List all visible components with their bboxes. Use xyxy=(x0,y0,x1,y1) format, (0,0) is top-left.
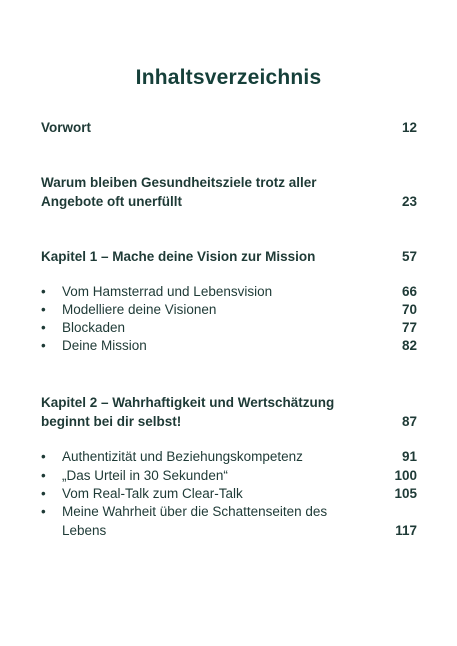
toc-entry-page: 23 xyxy=(401,194,417,209)
toc-subentry: • Vom Real-Talk zum Clear-Talk 105 xyxy=(41,485,417,504)
toc-subentry-title: Deine Mission xyxy=(62,338,147,353)
toc-subentry-title: Meine Wahrheit über die Schattenseiten d… xyxy=(62,504,328,538)
toc-subentry-title: Vom Real-Talk zum Clear-Talk xyxy=(62,486,243,501)
toc-subentry-title: Modelliere deine Visionen xyxy=(62,302,217,317)
toc-subentry: • „Das Urteil in 30 Sekunden“ 100 xyxy=(41,467,417,486)
toc-entry-kapitel-1: Kapitel 1 – Mache deine Vision zur Missi… xyxy=(41,247,417,266)
toc-entry-vorwort: Vorwort 12 xyxy=(41,118,417,137)
bullet-icon: • xyxy=(41,486,46,501)
toc-subentry: • Modelliere deine Visionen 70 xyxy=(41,301,417,320)
toc-entry-page: 57 xyxy=(401,249,417,264)
toc-entry-title: Kapitel 1 – Mache deine Vision zur Missi… xyxy=(41,249,316,264)
bullet-icon: • xyxy=(41,504,46,519)
bullet-icon: • xyxy=(41,284,46,299)
toc-subentry: • Blockaden 77 xyxy=(41,319,417,338)
toc-entry-warum: Warum bleiben Gesundheitsziele trotz all… xyxy=(41,173,417,211)
toc-subentry-title: „Das Urteil in 30 Sekunden“ xyxy=(62,468,228,483)
toc-subentry-page: 70 xyxy=(401,302,417,317)
toc-subentry-page: 66 xyxy=(401,284,417,299)
toc-entry-page: 12 xyxy=(401,120,417,135)
toc-entry-title: Kapitel 2 – Wahrhaftigkeit und Wertschät… xyxy=(41,395,335,429)
toc-subentry: • Authentizität und Beziehungskompetenz … xyxy=(41,448,417,467)
toc-subentry: • Vom Hamsterrad und Lebensvision 66 xyxy=(41,283,417,302)
toc-subentry-page: 117 xyxy=(395,522,417,538)
bullet-icon: • xyxy=(41,468,46,483)
toc-subentry-page: 91 xyxy=(401,449,417,464)
toc-entry-title: Warum bleiben Gesundheitsziele trotz all… xyxy=(41,175,317,209)
toc-subentry-title: Vom Hamsterrad und Lebensvision xyxy=(62,284,273,299)
bullet-icon: • xyxy=(41,320,46,335)
toc-subentry-page: 77 xyxy=(401,320,417,335)
toc-subentry: • Deine Mission 82 xyxy=(41,337,417,356)
toc-subentry-page: 105 xyxy=(394,486,417,501)
toc-subentry-title: Blockaden xyxy=(62,320,126,335)
toc-subentry: • Meine Wahrheit über die Schattenseiten… xyxy=(41,503,417,540)
page-title: Inhaltsverzeichnis xyxy=(135,66,322,89)
bullet-icon: • xyxy=(41,338,46,353)
toc-entry-page: 87 xyxy=(401,414,417,429)
toc-subentry-page: 100 xyxy=(394,468,417,483)
toc-entry-kapitel-2: Kapitel 2 – Wahrhaftigkeit und Wertschät… xyxy=(41,393,417,431)
toc-entry-title: Vorwort xyxy=(41,120,91,135)
bullet-icon: • xyxy=(41,302,46,317)
toc-subentry-title: Authentizität und Beziehungskompetenz xyxy=(62,449,303,464)
bullet-icon: • xyxy=(41,449,46,464)
toc-subentry-page: 82 xyxy=(401,338,417,353)
